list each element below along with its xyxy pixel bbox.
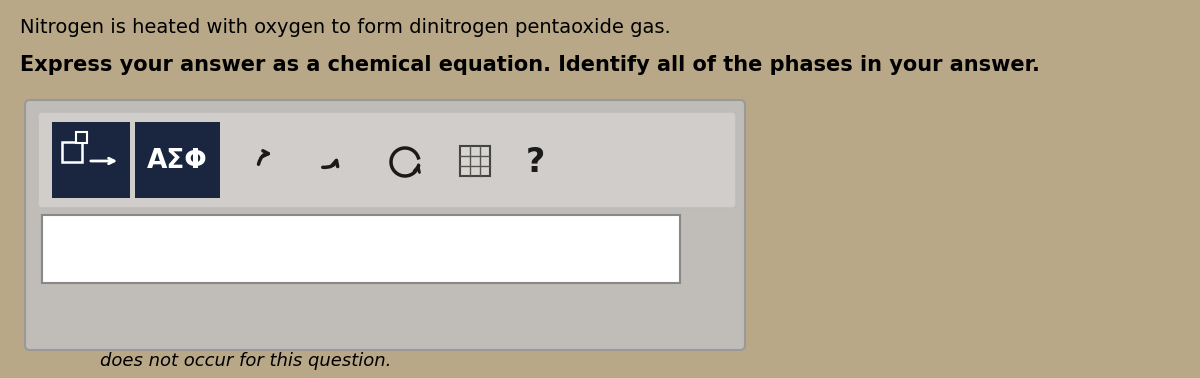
Text: ΑΣΦ: ΑΣΦ [148,148,208,174]
Bar [62,142,82,162]
Bar [52,122,130,198]
Text: Nitrogen is heated with oxygen to form dinitrogen pentaoxide gas.: Nitrogen is heated with oxygen to form d… [20,18,671,37]
Bar [460,146,490,176]
Text: ?: ? [526,146,545,178]
FancyBboxPatch shape [38,112,736,208]
Text: does not occur for this question.: does not occur for this question. [100,352,391,370]
Bar [42,215,680,283]
Text: Express your answer as a chemical equation. Identify all of the phases in your a: Express your answer as a chemical equati… [20,55,1040,75]
Bar [134,122,220,198]
Bar [76,132,88,143]
FancyBboxPatch shape [25,100,745,350]
